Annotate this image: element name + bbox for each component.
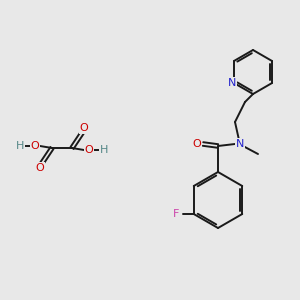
Text: O: O [36,163,44,173]
Text: O: O [193,139,201,149]
Text: N: N [236,139,244,149]
Text: H: H [16,141,24,151]
Text: O: O [80,123,88,133]
Text: N: N [228,78,236,88]
Text: O: O [31,141,39,151]
Text: F: F [172,209,179,219]
Text: O: O [85,145,93,155]
Text: H: H [100,145,108,155]
